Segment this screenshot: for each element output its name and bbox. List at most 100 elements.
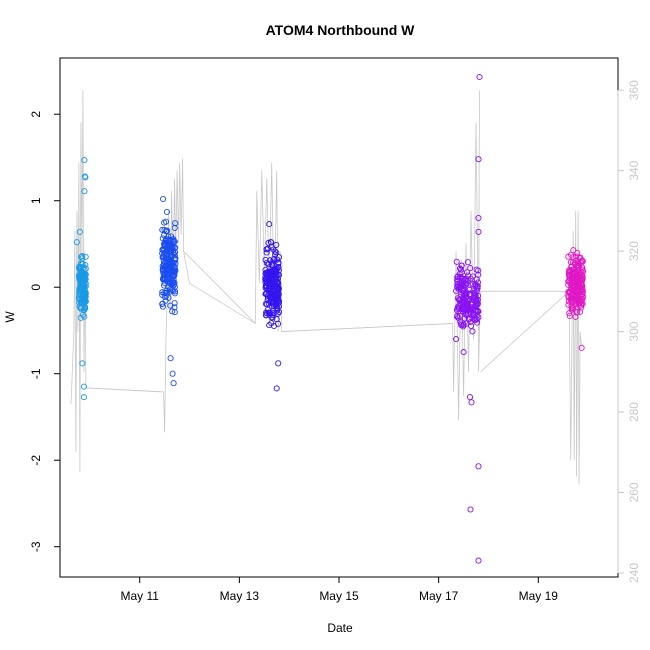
data-point [476,73,483,81]
data-point [464,278,471,285]
data-point [454,274,461,281]
data-point [168,281,175,288]
data-point [81,273,88,280]
data-point [461,297,468,304]
data-point [266,221,273,228]
data-point [468,399,475,406]
data-point [162,218,170,225]
data-point [171,224,178,231]
data-point [453,336,460,343]
data-point [475,463,482,470]
data-point [457,292,465,299]
data-point [161,226,168,233]
data-point [169,308,176,315]
data-point [568,263,575,270]
data-point [579,267,586,274]
data-point [82,305,89,312]
data-point [456,265,464,272]
data-point [167,302,174,309]
x-tick-label: May 11 [120,589,159,603]
data-point [171,309,178,316]
data-point [274,320,282,327]
data-point [170,380,177,387]
data-point [159,300,166,308]
secondary-series-line [70,90,582,485]
data-point [466,394,474,401]
x-tick-label: May 19 [519,589,559,603]
data-point [566,310,573,317]
data-point [162,237,169,244]
data-point [455,314,462,321]
data-point [566,312,573,319]
secondary-connector-line [183,250,256,324]
data-point [269,259,276,266]
data-point [271,255,278,262]
x-axis-label: Date [327,621,353,635]
data-point [172,220,179,227]
points-layer [73,73,587,564]
data-point [161,282,168,289]
data-point [467,506,474,513]
data-point [77,283,84,290]
data-point [458,262,465,269]
data-point [463,269,471,276]
data-point [77,278,85,285]
data-point [169,370,176,377]
data-point [274,307,281,314]
data-point [82,261,89,269]
secondary-connector-line [85,387,163,393]
data-point [474,279,482,286]
y2-tick-label: 300 [627,321,641,341]
data-point [82,290,89,297]
data-point [569,284,576,291]
data-point [569,280,576,287]
data-point [565,269,572,276]
data-point [463,305,470,312]
data-point [163,228,170,235]
data-point [467,318,474,326]
y-tick-label: -3 [29,541,43,552]
data-point [579,257,586,264]
y-tick-label: 2 [29,111,43,118]
data-point [80,284,87,291]
secondary-series-layer [70,90,582,485]
data-point [271,272,278,279]
data-point [163,208,170,215]
data-point [457,274,464,281]
data-point [267,238,274,246]
data-point [275,285,282,292]
data-point [467,265,474,272]
data-point [470,311,477,318]
data-point [464,259,471,266]
data-point [273,385,280,392]
data-point [81,188,88,195]
x-tick-label: May 13 [220,589,260,603]
y-axis-label: W [3,311,17,323]
data-point [568,251,575,258]
y2-tick-label: 360 [627,80,641,100]
data-point [169,266,176,273]
data-point [453,313,461,320]
data-point [165,258,172,265]
data-point [578,344,585,351]
data-point [274,291,281,298]
data-point [159,226,166,233]
y2-tick-label: 340 [627,160,641,180]
data-point [472,307,480,314]
data-point [75,272,83,279]
plot-frame [59,57,619,578]
y-tick-label: -2 [29,455,43,466]
data-point [580,293,587,300]
data-point [168,246,175,253]
data-point [573,309,580,316]
data-point [80,383,87,390]
data-point [458,322,465,329]
data-point [160,195,167,203]
data-point [577,288,585,295]
data-point [80,394,87,401]
data-point [471,294,478,301]
data-point [167,355,174,362]
data-point [275,360,282,367]
data-point [159,303,166,310]
data-point [80,311,87,318]
